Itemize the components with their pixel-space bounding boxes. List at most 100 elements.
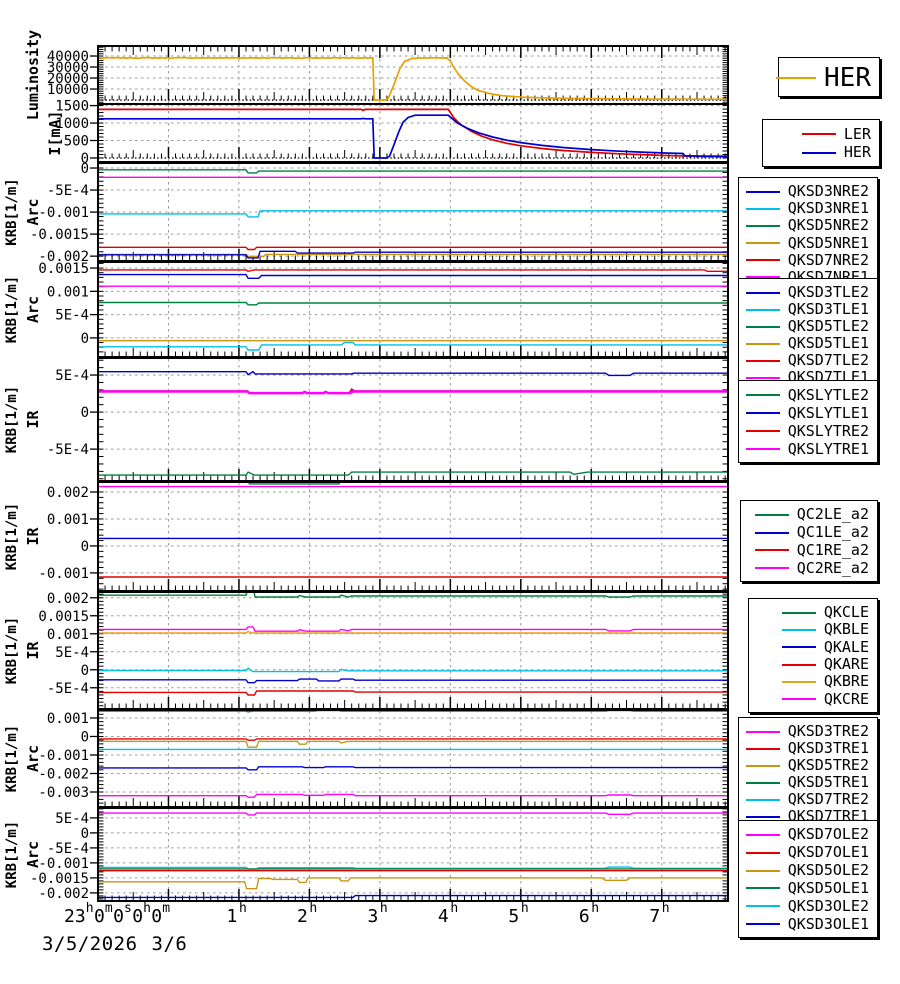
legend-entry: QKSD3OLE2	[745, 896, 869, 915]
legend-line-swatch	[781, 611, 816, 614]
y-ticks	[90, 104, 728, 162]
y-axis-label: KRB[1/m]	[4, 503, 20, 570]
y-axis-label: KRB[1/m]	[4, 386, 20, 453]
legend-line-swatch	[745, 291, 780, 294]
legend-line-swatch	[754, 513, 789, 516]
series-QKSD3TRE2	[99, 793, 727, 798]
series-group	[99, 370, 727, 476]
legend-line-swatch	[745, 259, 780, 262]
legend-qk: QKCLE QKBLE QKALE QKARE QKBRE QKCRE	[748, 598, 878, 713]
y-ticks	[90, 163, 728, 262]
y-ticks	[90, 808, 728, 900]
y-ticks	[90, 359, 728, 480]
legend-line-swatch	[776, 76, 817, 79]
legend-line-swatch	[781, 680, 816, 683]
legend-label: QKCRE	[823, 689, 869, 708]
legend-line-swatch	[745, 747, 780, 750]
legend-line-swatch	[754, 531, 789, 534]
legend-line-swatch	[781, 698, 816, 701]
legend-line-swatch	[745, 359, 780, 362]
legend-entry: QKSD5OLE2	[745, 861, 869, 880]
legend-label: QKSD5NRE2	[787, 216, 869, 235]
series-QKSD3TLE2	[99, 273, 727, 279]
legend-line-swatch	[745, 730, 780, 733]
legend-line-swatch	[781, 628, 816, 631]
legend-label: QC1LE_a2	[796, 523, 869, 542]
y-tick-label: 0.001	[47, 512, 89, 528]
series-QKARE	[99, 690, 727, 696]
y-tick-label: 0	[81, 331, 89, 347]
x-hour-label: 3	[367, 906, 378, 927]
series-QKSD7OLE2	[99, 812, 727, 816]
series-HER	[99, 56, 727, 101]
legend-label: QKSD5OLE2	[787, 861, 869, 880]
series-group	[99, 483, 727, 578]
legend-line-swatch	[745, 276, 780, 279]
x-start-label: 0	[151, 906, 162, 927]
x-start-label-sup: m	[105, 901, 113, 916]
legend-entry: QKSD7TLE2	[745, 353, 869, 368]
legend-entry: QKSD3NRE2	[745, 182, 869, 201]
series-QKSD7TRE1	[99, 766, 727, 771]
series-QKSD3OLE1	[99, 894, 727, 899]
legend-entry: QKSD7OLE1	[745, 845, 869, 860]
legend-line-swatch	[745, 815, 780, 818]
x-ticks	[97, 47, 726, 58]
legend-label: QKSD5TRE1	[787, 773, 869, 791]
subplot-krb-arc-nre: 0 -5E-4 -0.001 -0.0015 -0.002 KRB[1/m] Arc	[4, 161, 729, 265]
legend-entry: QKSD3NRE1	[745, 201, 869, 216]
legend-line-swatch	[745, 869, 780, 872]
y-tick-label: 0	[81, 663, 89, 679]
date-label-start: 3/5/2026	[42, 933, 138, 955]
y-tick-label: 1000	[55, 116, 89, 132]
legend-label: QKSD3TLE1	[787, 300, 869, 318]
series-QKSLYTRE1	[99, 390, 727, 395]
y-ticks	[90, 262, 728, 358]
series-QKBRE	[99, 630, 727, 634]
y-tick-label: 5E-4	[55, 308, 89, 324]
legend-label: QKCLE	[823, 603, 869, 622]
gridlines	[99, 47, 727, 103]
x-start-label: 23	[64, 906, 86, 927]
legend-label: QKSD7TRE1	[787, 807, 869, 825]
legend-line-swatch	[745, 412, 780, 414]
subplot-krb-ir-qk: 0.002 0.0015 0.001 5E-4 0 -5E-4 KRB[1/m] IR	[4, 591, 729, 710]
legend-line-swatch	[745, 833, 780, 836]
legend-label: QKBLE	[823, 620, 869, 639]
series-QC2LE_a2	[248, 483, 341, 485]
gridlines	[99, 359, 727, 480]
legend-label: QKSLYTLE1	[787, 403, 869, 422]
legend-label: QKSD5TRE2	[787, 756, 869, 774]
legend-qksly: QKSLYTLE2 QKSLYTLE1 QKSLYTRE2 QKSLYTRE1	[738, 380, 878, 463]
date-labels: 3/5/2026 3/6	[42, 933, 201, 955]
legend-label: QKSD7TRE2	[787, 790, 869, 808]
legend-line-swatch	[745, 342, 780, 345]
legend-label: QKSD5TLE1	[787, 334, 869, 352]
series-QKSD3TRE1	[99, 738, 727, 741]
legend-qc: QC2LE_a2 QC1LE_a2 QC1RE_a2 QC2RE_a2	[740, 500, 878, 582]
y-tick-label: -0.002	[38, 766, 89, 782]
y-axis-label: Arc	[24, 296, 42, 323]
legend-entry: HER	[771, 145, 871, 160]
y-tick-label: -0.002	[38, 249, 89, 265]
y-tick-label: 5E-4	[55, 368, 89, 384]
x-start-label-sup: s	[124, 901, 132, 916]
series-QKSLYTLE1	[99, 370, 727, 377]
x-hour-label: 1	[227, 906, 238, 927]
legend-label: QKSD3OLE2	[787, 896, 869, 915]
y-tick-label: 0	[81, 729, 89, 745]
legend-line-swatch	[745, 308, 780, 311]
legend-label: QKARE	[823, 655, 869, 674]
legend-line-swatch	[801, 133, 836, 136]
series-QKBLE	[99, 667, 727, 673]
y-axis-label: KRB[1/m]	[4, 725, 20, 792]
legend-label: QKSLYTLE2	[787, 385, 869, 404]
legend-label: QKSD3NRE2	[787, 182, 869, 201]
legend-line-swatch	[745, 851, 780, 854]
series-QKSD3TLE1	[99, 341, 727, 351]
subplot-krb-arc-tre: 0.001 0 -0.001 -0.002 -0.003 KRB[1/m] Arc	[4, 709, 729, 808]
y-axis-label: Arc	[24, 745, 42, 772]
y-axis-label: I[mA]	[46, 110, 64, 155]
legend-label: QKSD7NRE2	[787, 250, 869, 269]
